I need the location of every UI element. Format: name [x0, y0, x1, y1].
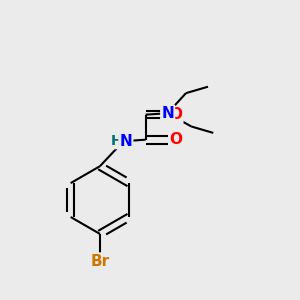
Text: Br: Br	[90, 254, 110, 268]
Text: O: O	[169, 107, 182, 122]
Text: H: H	[110, 134, 122, 148]
Text: N: N	[161, 106, 174, 121]
Text: N: N	[119, 134, 132, 149]
Text: O: O	[169, 132, 182, 147]
